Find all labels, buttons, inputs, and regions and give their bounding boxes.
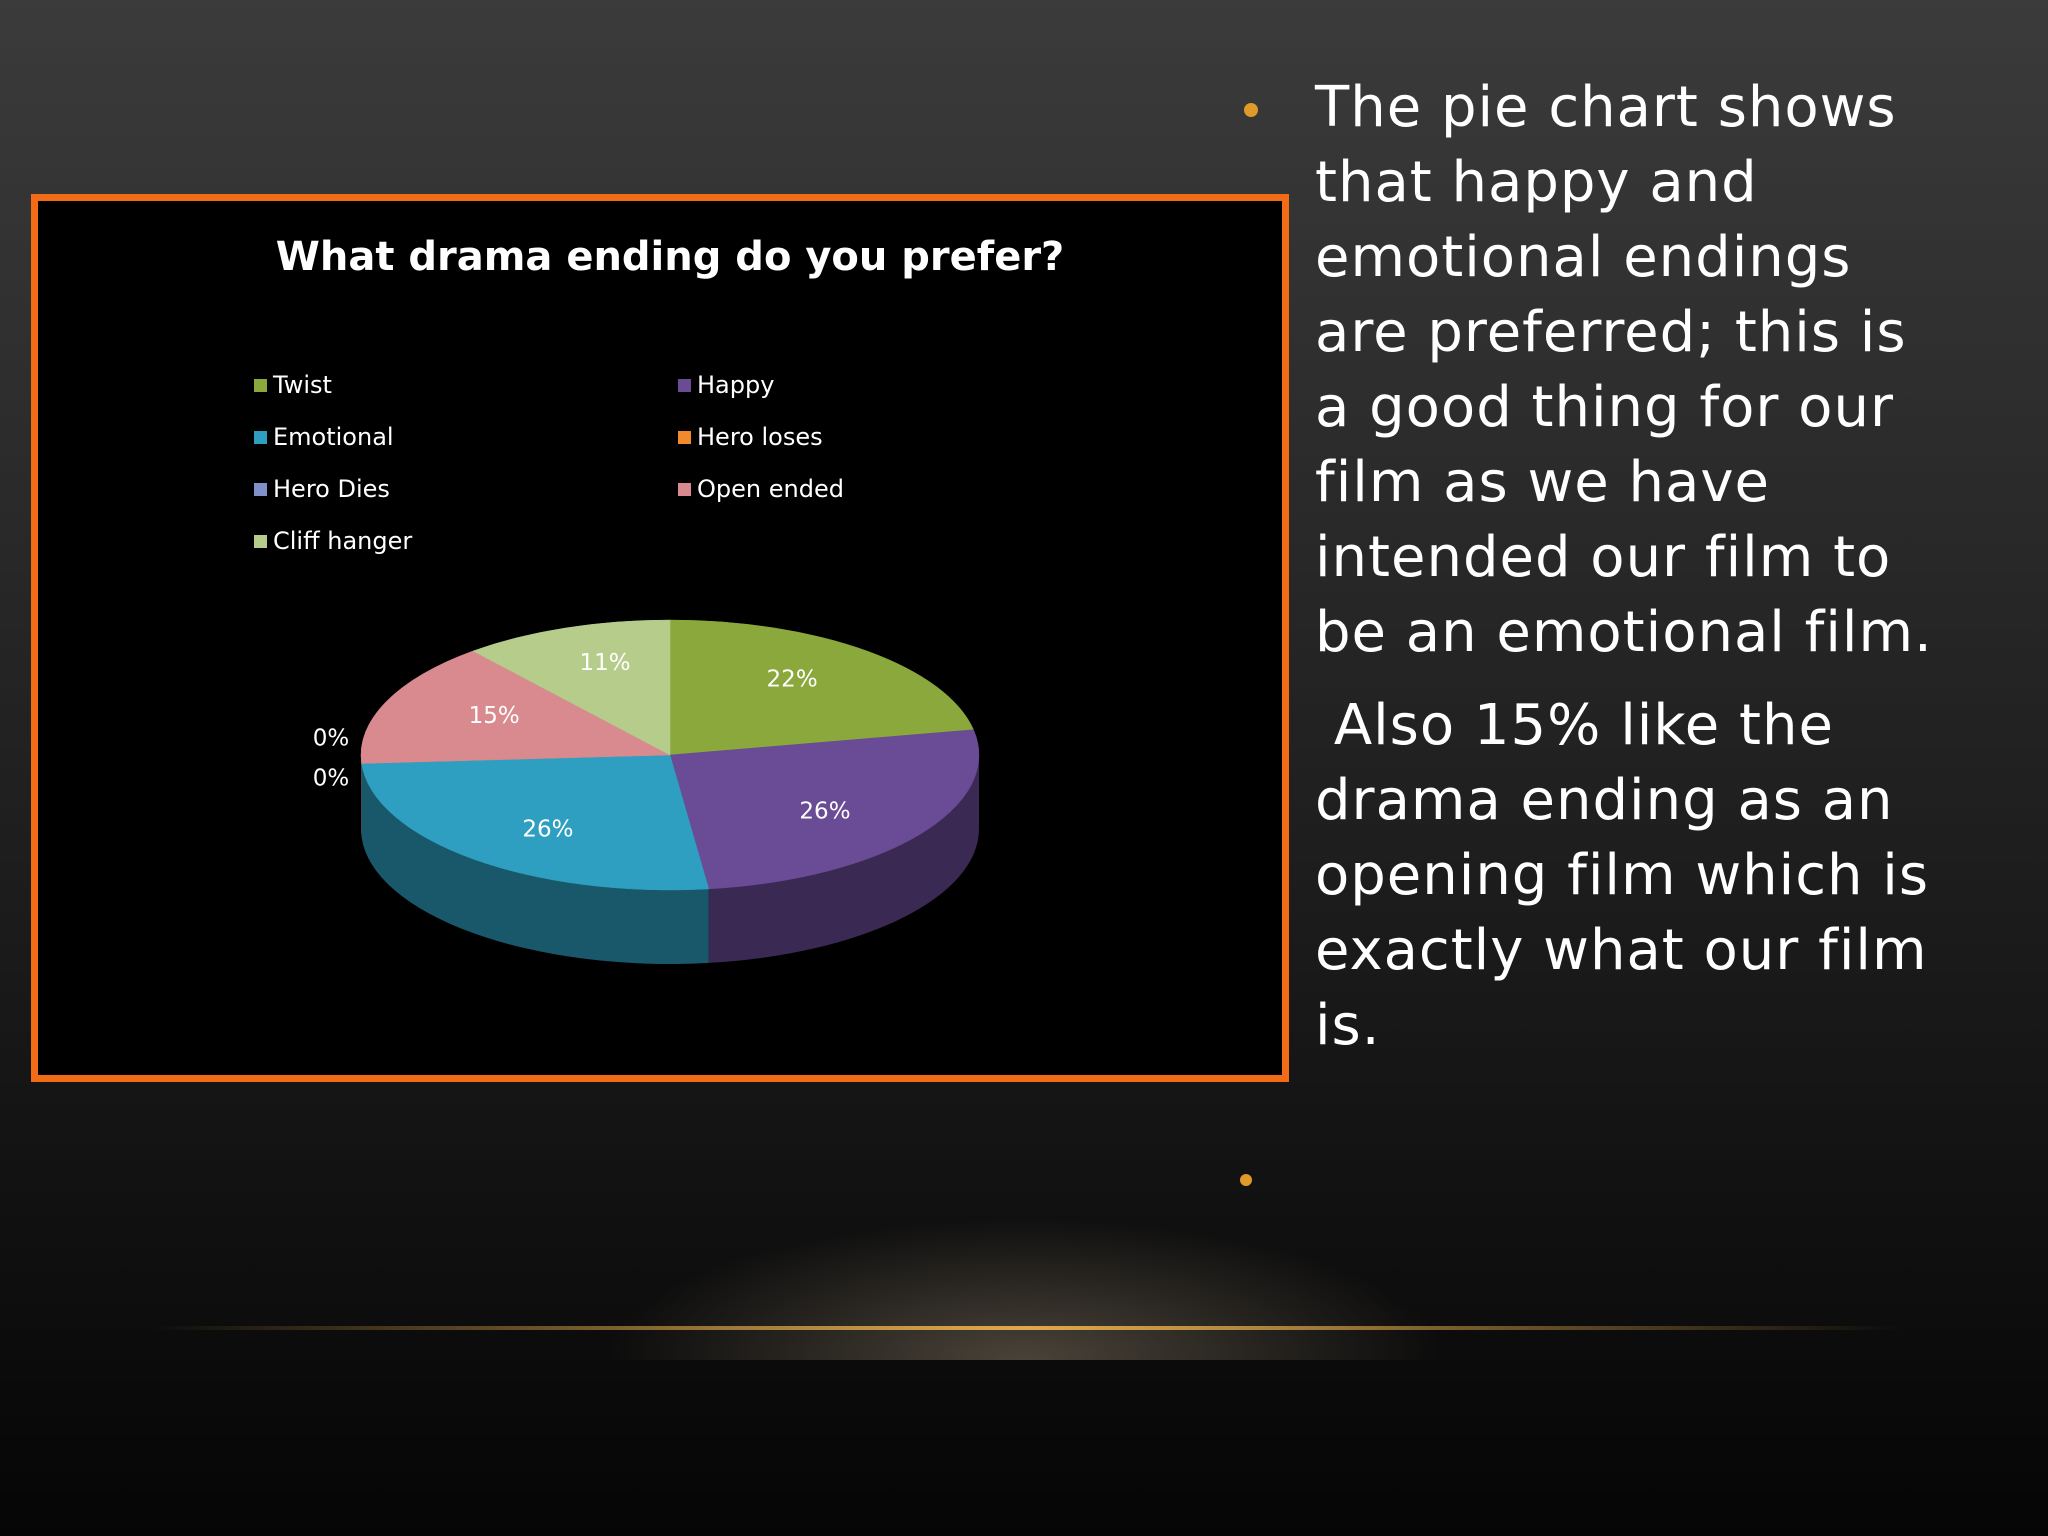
pie-slice (669, 729, 980, 890)
legend-swatch (678, 379, 691, 392)
data-label: 0% (313, 726, 350, 752)
bullet: Also 15% like the drama ending as an ope… (1240, 688, 1940, 1063)
pie-side (708, 755, 979, 963)
chart: What drama ending do you prefer? Twist Ha… (254, 234, 1065, 965)
pie-side (361, 763, 709, 965)
legend-swatch (678, 483, 691, 496)
data-label: 11% (580, 650, 631, 676)
chart-frame: What drama ending do you prefer? Twist Ha… (31, 194, 1289, 1082)
data-label: 22% (767, 667, 818, 693)
data-label: 26% (522, 816, 573, 842)
legend-swatch (254, 483, 267, 496)
bullet-text: Also 15% like the drama ending as an ope… (1315, 693, 1948, 1058)
data-label: 26% (799, 799, 850, 825)
legend-swatch (254, 535, 267, 548)
chart-title: What drama ending do you prefer? (276, 234, 1065, 280)
text-box: The pie chart shows that happy and emoti… (1240, 70, 1940, 1081)
pie-slice (361, 754, 710, 891)
legend-label: Happy (697, 371, 774, 399)
bullet-text: The pie chart shows that happy and emoti… (1315, 75, 1933, 665)
data-label: 15% (469, 703, 520, 729)
legend-label: Open ended (697, 475, 844, 503)
bullet: The pie chart shows that happy and emoti… (1240, 70, 1940, 670)
legend-label: Hero Dies (273, 475, 390, 503)
legend-label: Twist (272, 371, 332, 399)
bullet-dot (1244, 103, 1258, 117)
legend-label: Hero loses (697, 423, 823, 451)
bullet-dot (1240, 1174, 1252, 1186)
legend-swatch (254, 431, 267, 444)
pie-slice (360, 650, 671, 764)
pie-side (361, 755, 362, 838)
pie-slice (669, 619, 974, 756)
pie-slice (472, 619, 671, 756)
legend-swatch (678, 431, 691, 444)
legend-swatch (254, 379, 267, 392)
data-label: 0% (313, 766, 350, 792)
glow (0, 1100, 2048, 1360)
legend-label: Cliff hanger (273, 527, 412, 555)
glow-line (150, 1326, 1900, 1330)
legend-label: Emotional (273, 423, 394, 451)
